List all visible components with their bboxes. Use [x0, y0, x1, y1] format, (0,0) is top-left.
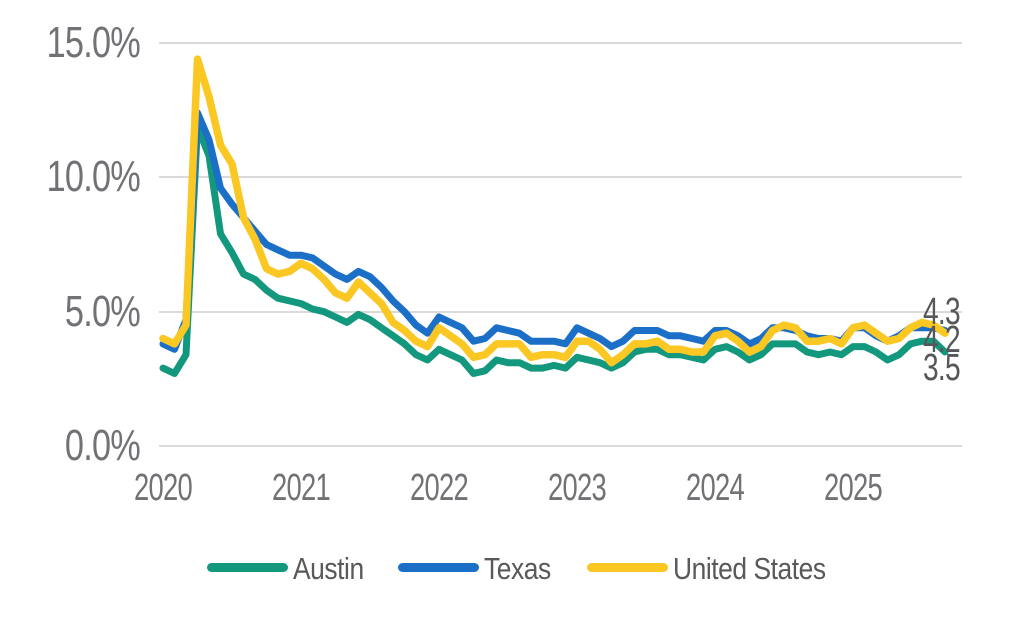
austin-legend-swatch [207, 563, 288, 572]
austin-line [159, 122, 949, 377]
x-tick-2023: 2023 [547, 467, 607, 509]
y-tick-5: 5.0% [64, 287, 141, 336]
austin-legend-label: Austin [293, 551, 364, 586]
y-tick-10: 10.0% [46, 152, 141, 201]
united-states-legend-label: United States [673, 551, 826, 586]
x-tick-2020: 2020 [133, 467, 193, 509]
texas-legend-swatch [398, 563, 479, 572]
end-label-united-states: 4.2 [923, 319, 961, 361]
texas-legend-label: Texas [484, 551, 551, 586]
x-tick-2022: 2022 [409, 467, 469, 509]
y-tick-15: 15.0% [46, 18, 141, 67]
united-states-legend-swatch [587, 563, 668, 572]
x-tick-2024: 2024 [685, 467, 745, 509]
x-tick-2025: 2025 [823, 467, 883, 509]
y-tick-0: 0.0% [64, 421, 141, 470]
end-label-austin: 3.5 [923, 347, 961, 389]
end-label-texas: 4.3 [923, 291, 961, 333]
texas-line [159, 109, 949, 353]
united-states-line [159, 55, 949, 367]
x-tick-2021: 2021 [271, 467, 331, 509]
